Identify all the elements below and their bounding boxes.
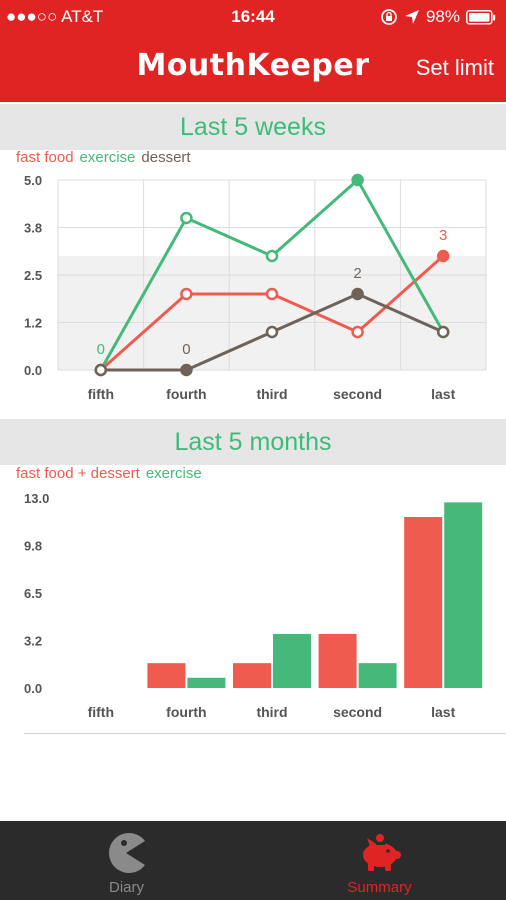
y-tick-label: 6.5 xyxy=(24,586,42,601)
x-tick-label: third xyxy=(256,704,287,720)
data-point xyxy=(180,363,193,377)
nav-bar: MouthKeeper Set limit xyxy=(0,34,506,102)
data-point xyxy=(265,325,279,339)
tab-summary[interactable]: Summary xyxy=(253,821,506,900)
tab-bar: Diary Summary xyxy=(0,821,506,900)
app-title: MouthKeeper xyxy=(136,48,370,83)
months-bar-chart: 0.0 3.2 6.5 9.8 13.0 fifth fourth third second la… xyxy=(24,491,483,720)
data-point xyxy=(94,363,108,377)
x-tick-label: fifth xyxy=(88,386,114,402)
tab-summary-label: Summary xyxy=(347,879,412,896)
data-point xyxy=(180,287,193,301)
y-tick-label: 2.5 xyxy=(24,268,42,283)
data-label: 0 xyxy=(182,341,190,358)
legend-item: exercise xyxy=(79,149,136,166)
tab-diary[interactable]: Diary xyxy=(0,821,253,900)
data-point xyxy=(265,287,279,301)
y-tick-label: 3.8 xyxy=(24,221,42,236)
data-point xyxy=(265,249,279,263)
bar-exercise xyxy=(444,502,483,688)
y-tick-label: 5.0 xyxy=(24,173,42,188)
bar-fast-food-dessert xyxy=(233,663,271,688)
y-tick-label: 0.0 xyxy=(24,363,42,378)
battery-icon xyxy=(466,9,496,25)
battery-percent: 98% xyxy=(425,7,460,26)
weeks-line-chart: 0.0 1.2 2.5 3.8 5.0 fifth fourth third second las… xyxy=(24,173,487,402)
weeks-section-header: Last 5 weeks xyxy=(0,104,506,150)
bar-fast-food-dessert xyxy=(147,663,186,688)
bar-fast-food-dessert xyxy=(318,633,357,688)
y-tick-label: 13.0 xyxy=(24,491,49,506)
divider xyxy=(24,733,506,734)
weeks-chart-legend: fast food exercise dessert xyxy=(16,149,197,166)
legend-item: fast food xyxy=(16,149,74,166)
data-label: 0 xyxy=(97,341,105,358)
status-right: 98% xyxy=(380,7,496,27)
lock-rotation-icon xyxy=(381,9,397,25)
piggy-bank-icon xyxy=(363,834,401,871)
x-tick-label: third xyxy=(256,386,287,402)
set-limit-button[interactable]: Set limit xyxy=(415,55,494,80)
y-tick-label: 0.0 xyxy=(24,681,42,696)
data-point xyxy=(436,325,450,339)
y-tick-label: 1.2 xyxy=(24,316,42,331)
legend-item: dessert xyxy=(141,149,191,166)
x-tick-label: second xyxy=(333,704,382,720)
x-tick-label: last xyxy=(431,386,455,402)
status-bar: ●●●○○ AT&T 16:44 98% xyxy=(0,0,506,34)
x-tick-label: last xyxy=(431,704,455,720)
bar-exercise xyxy=(187,677,226,688)
data-point xyxy=(351,325,364,339)
data-point xyxy=(436,249,450,263)
data-point xyxy=(351,287,364,301)
pacman-icon xyxy=(109,833,145,873)
x-tick-label: fifth xyxy=(88,704,114,720)
carrier-label: ●●●○○ AT&T xyxy=(6,7,104,26)
location-arrow-icon xyxy=(404,10,419,24)
data-point xyxy=(351,173,364,187)
bar-exercise xyxy=(273,633,311,688)
y-tick-label: 9.8 xyxy=(24,539,42,554)
data-point xyxy=(180,211,193,225)
legend-item: fast food + dessert xyxy=(16,465,140,482)
data-label: 3 xyxy=(439,227,447,244)
clock: 16:44 xyxy=(231,7,275,26)
x-tick-label: fourth xyxy=(166,704,206,720)
y-tick-label: 3.2 xyxy=(24,634,42,649)
x-tick-label: second xyxy=(333,386,382,402)
months-chart-legend: fast food + dessert exercise xyxy=(16,465,208,482)
bar-fast-food-dessert xyxy=(404,517,443,688)
tab-diary-label: Diary xyxy=(108,879,144,896)
bar-exercise xyxy=(358,663,397,688)
months-section-header: Last 5 months xyxy=(0,419,506,465)
data-label: 2 xyxy=(353,265,361,282)
x-tick-label: fourth xyxy=(166,386,206,402)
legend-item: exercise xyxy=(145,465,202,482)
